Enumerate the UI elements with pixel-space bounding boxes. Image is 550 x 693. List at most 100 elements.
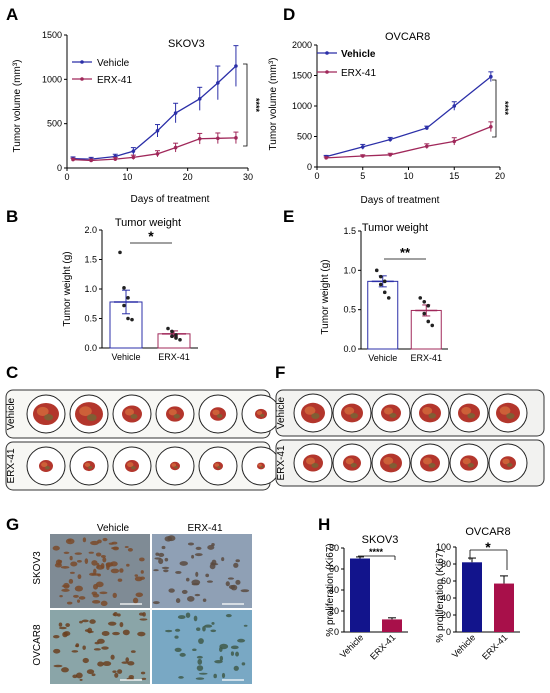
ihc-nucleus bbox=[221, 672, 226, 679]
tumor-shade bbox=[311, 413, 320, 419]
ihc-nucleus bbox=[91, 673, 96, 677]
data-dot bbox=[386, 296, 391, 300]
chart-h1-skov3-ki67: SKOV3 % proliferation (Ki67) 0 20 40 60 80 Ve… bbox=[325, 534, 408, 662]
data-dot bbox=[126, 296, 130, 300]
data-dot bbox=[122, 303, 126, 308]
ihc-nucleus bbox=[75, 644, 79, 648]
photo-c-row-label-vehicle: Vehicle bbox=[6, 397, 17, 430]
ihc-nucleus bbox=[186, 596, 195, 602]
tumor-shade bbox=[389, 463, 398, 469]
tumor-highlight bbox=[344, 406, 355, 415]
ihc-nucleus bbox=[121, 661, 129, 664]
data-point bbox=[452, 104, 457, 108]
tumor-highlight bbox=[462, 458, 471, 465]
ihc-nucleus bbox=[102, 661, 112, 667]
tumor-shade bbox=[467, 463, 474, 468]
panel-label-a: A bbox=[6, 5, 18, 24]
ihc-nucleus bbox=[219, 643, 229, 650]
chart-h2-ylabel: % proliferation (Ki67) bbox=[435, 549, 446, 642]
ihc-nucleus bbox=[52, 545, 60, 551]
data-dot bbox=[166, 326, 170, 331]
x-tick-label: 0 bbox=[314, 171, 319, 181]
ihc-nucleus bbox=[196, 665, 204, 671]
ihc-nucleus bbox=[152, 601, 160, 605]
ihc-nucleus bbox=[174, 647, 182, 652]
category-label: Vehicle bbox=[111, 352, 140, 362]
data-dot bbox=[378, 282, 383, 287]
ihc-nucleus bbox=[112, 670, 117, 673]
ihc-nucleus bbox=[61, 667, 69, 673]
chart-a-sig-bracket bbox=[243, 63, 248, 147]
ihc-nucleus bbox=[206, 580, 213, 583]
tumor-shade bbox=[428, 413, 437, 419]
x-tick-label: 30 bbox=[243, 172, 253, 182]
data-point bbox=[113, 157, 118, 161]
ihc-nucleus bbox=[78, 596, 86, 600]
ihc-nucleus bbox=[116, 613, 121, 617]
chart-a-title: SKOV3 bbox=[168, 38, 205, 50]
ihc-nucleus bbox=[155, 552, 160, 556]
y-tick-label: 1000 bbox=[292, 101, 312, 111]
ihc-nucleus bbox=[197, 658, 203, 665]
bar-0 bbox=[462, 562, 482, 632]
photo-c-row-label-erx: ERX-41 bbox=[6, 448, 17, 483]
ihc-nucleus bbox=[139, 576, 145, 580]
chart-h2-sig-star: * bbox=[485, 539, 491, 555]
ihc-nucleus bbox=[112, 631, 120, 636]
tumor-highlight bbox=[41, 462, 48, 468]
ihc-nucleus bbox=[202, 598, 207, 602]
ihc-nucleus bbox=[141, 677, 147, 681]
chart-d-sig-stars: **** bbox=[500, 101, 510, 116]
data-point bbox=[173, 111, 178, 115]
ihc-nucleus bbox=[112, 592, 117, 599]
chart-e-ylabel: Tumor weight (g) bbox=[320, 259, 331, 334]
series-line-1 bbox=[73, 137, 236, 162]
ihc-nucleus bbox=[97, 661, 104, 667]
tumor-shade bbox=[86, 414, 97, 421]
ihc-nucleus bbox=[225, 581, 230, 587]
ihc-nucleus bbox=[140, 570, 144, 574]
ihc-nucleus bbox=[67, 539, 72, 542]
x-tick-label: 20 bbox=[183, 172, 193, 182]
ihc-nucleus bbox=[177, 615, 186, 620]
ihc-nucleus bbox=[139, 618, 148, 621]
x-tick-label: 20 bbox=[495, 171, 505, 181]
legend-marker-erx-a bbox=[80, 77, 84, 81]
ihc-nucleus bbox=[87, 630, 94, 633]
ihc-nucleus bbox=[71, 650, 79, 653]
ihc-nucleus bbox=[164, 557, 169, 562]
data-dot bbox=[382, 279, 387, 284]
data-dot bbox=[178, 337, 182, 342]
panel-label-g: G bbox=[6, 515, 19, 534]
y-tick-label: 0 bbox=[446, 627, 451, 637]
ihc-nucleus bbox=[202, 626, 206, 632]
ihc-nucleus bbox=[128, 674, 135, 679]
ihc-nucleus bbox=[68, 578, 74, 584]
data-dot bbox=[174, 333, 178, 337]
x-tick-label: 5 bbox=[360, 171, 365, 181]
ihc-nucleus bbox=[153, 569, 159, 572]
ihc-nucleus bbox=[211, 621, 215, 625]
ihc-nucleus bbox=[91, 573, 101, 576]
ihc-nucleus bbox=[233, 562, 239, 568]
data-dot bbox=[170, 329, 174, 334]
legend-label-vehicle-a: Vehicle bbox=[97, 58, 130, 69]
ihc-nucleus bbox=[221, 557, 225, 562]
category-label: ERX-41 bbox=[368, 632, 397, 661]
ihc-nucleus bbox=[106, 564, 110, 571]
chart-h2-title: OVCAR8 bbox=[465, 526, 510, 538]
ihc-nucleus bbox=[53, 648, 61, 654]
photo-g-row-label-skov3: SKOV3 bbox=[32, 551, 43, 585]
ihc-nucleus bbox=[117, 578, 123, 582]
ihc-tile bbox=[152, 534, 252, 608]
category-label: ERX-41 bbox=[158, 352, 190, 362]
tumor-highlight bbox=[84, 462, 91, 467]
ihc-nucleus bbox=[74, 585, 83, 592]
photo-g-col-label-vehicle: Vehicle bbox=[97, 523, 130, 534]
y-tick-label: 40 bbox=[441, 593, 451, 603]
ihc-nucleus bbox=[237, 638, 246, 643]
y-tick-label: 1.0 bbox=[343, 265, 356, 275]
tumor-shade bbox=[350, 413, 359, 419]
data-dot bbox=[374, 268, 379, 273]
ihc-nucleus bbox=[108, 542, 115, 545]
